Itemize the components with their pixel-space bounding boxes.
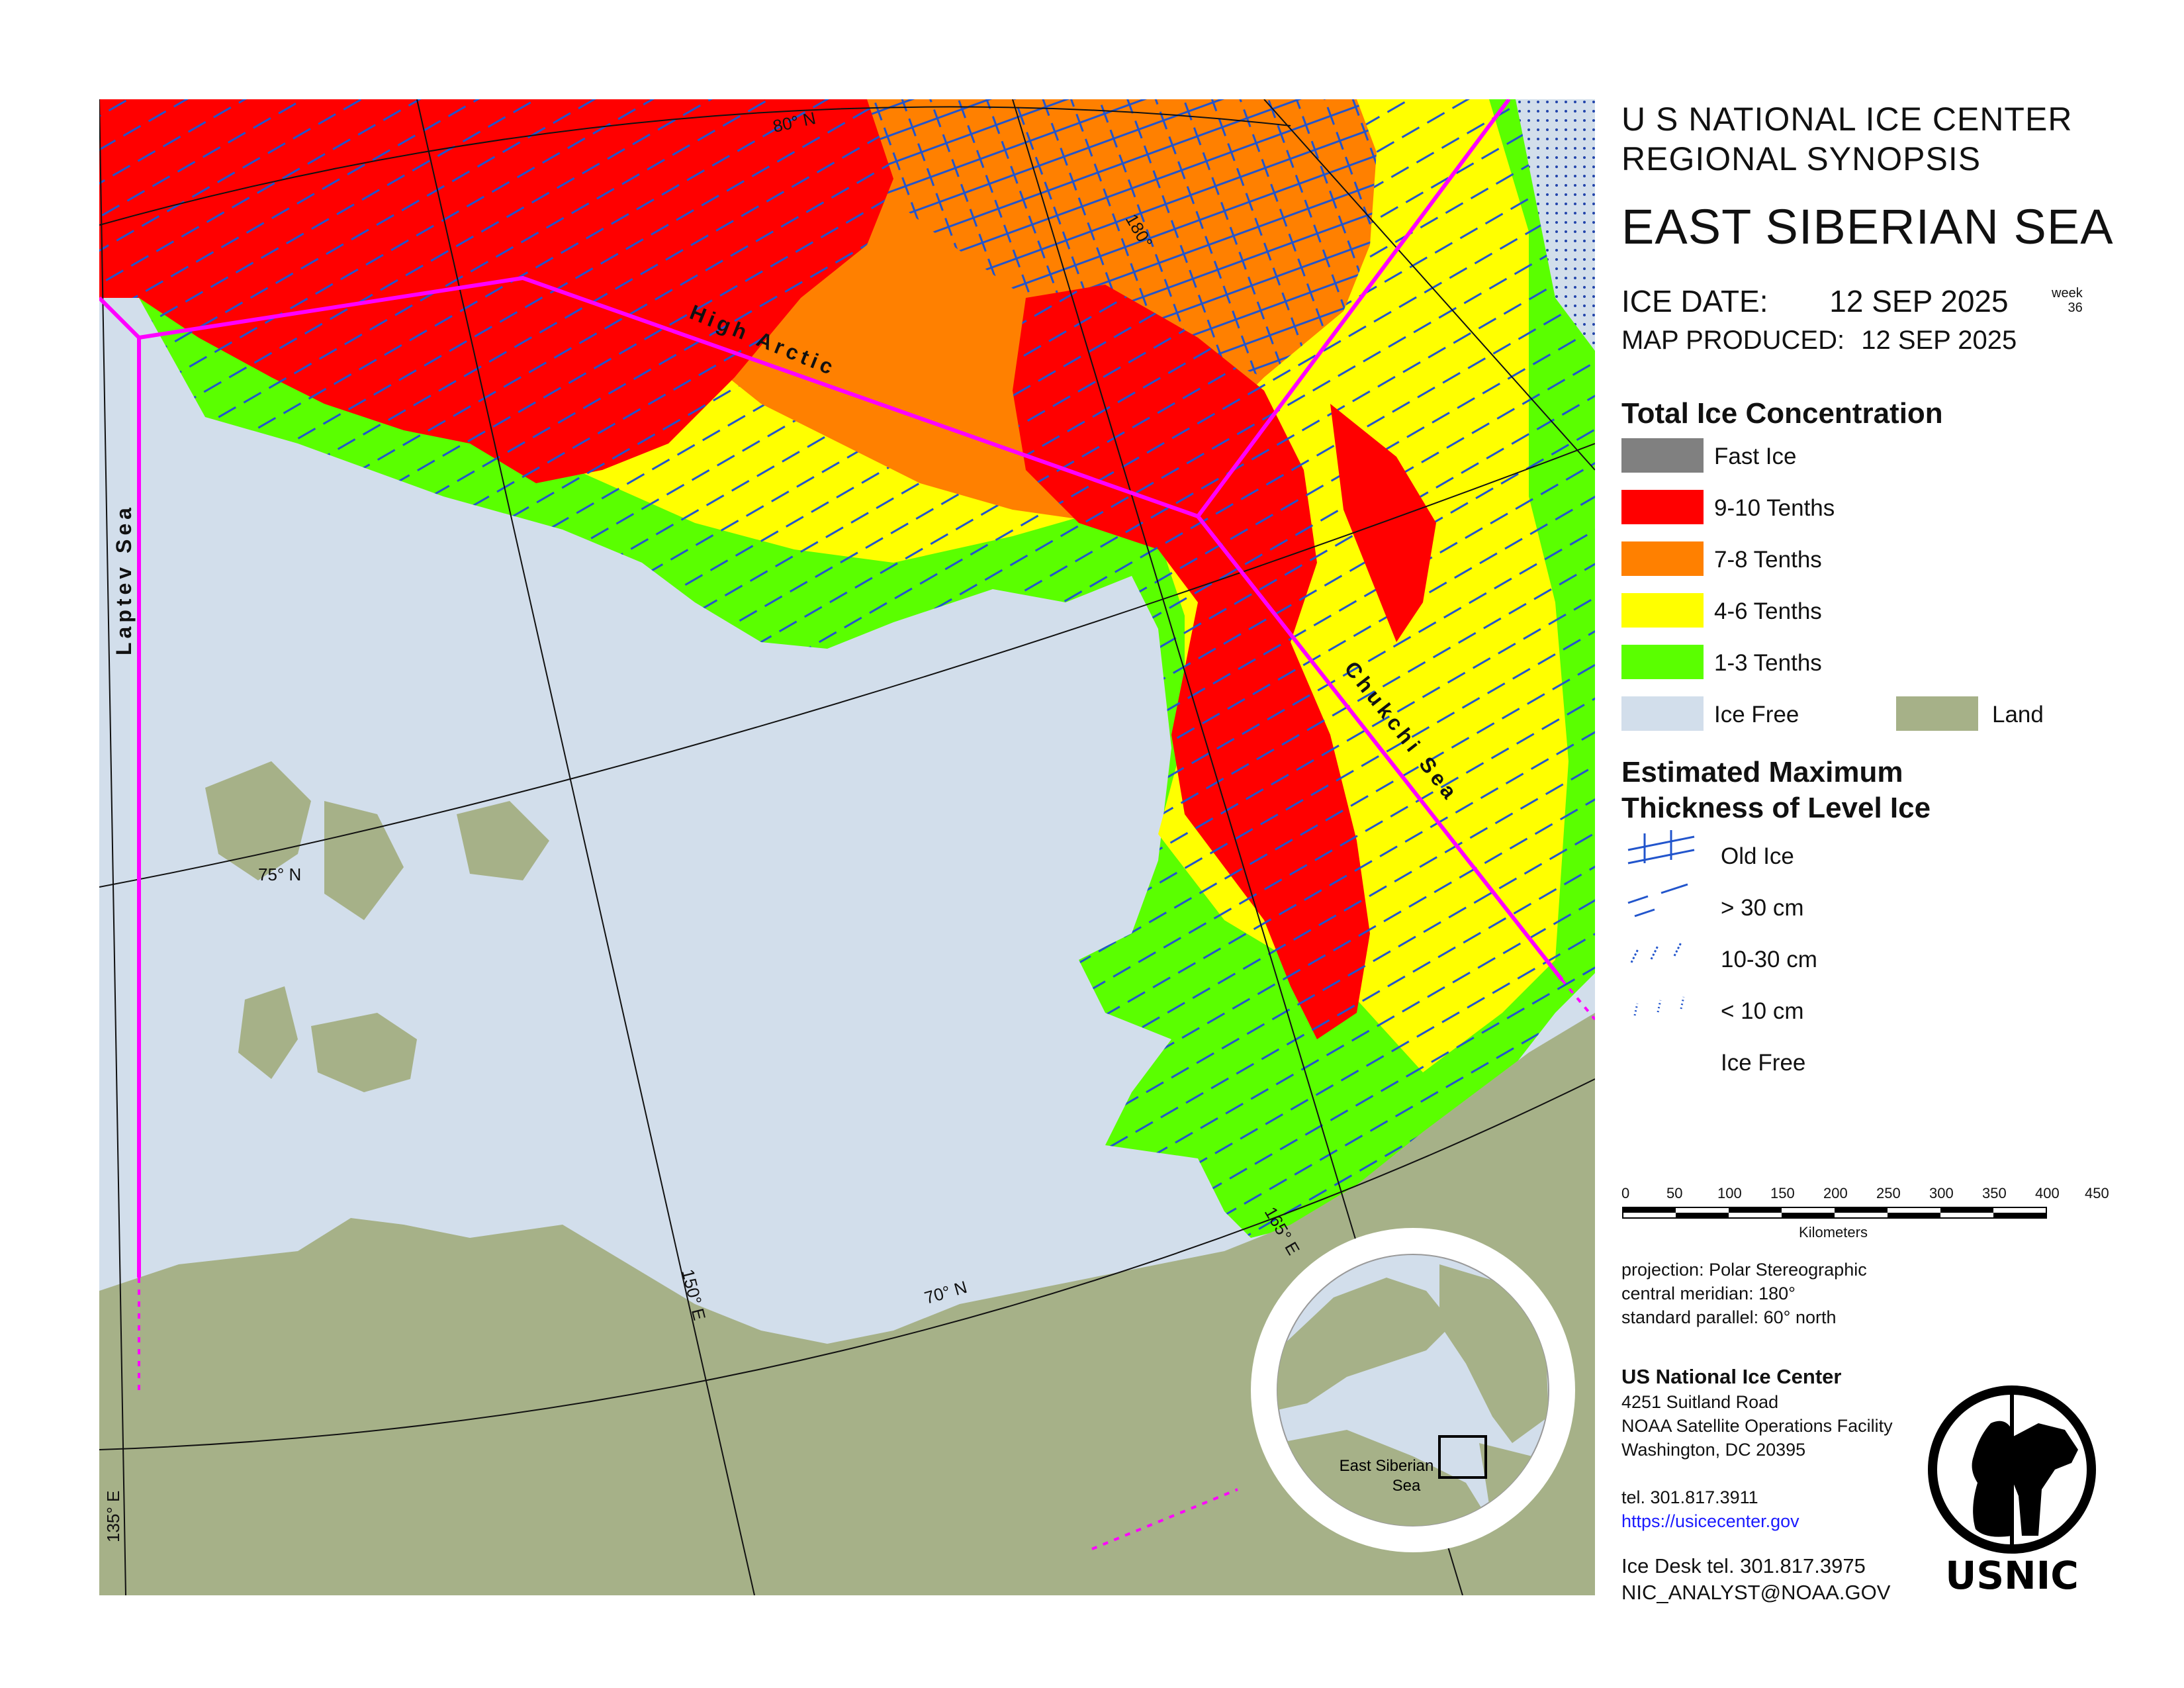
swatch-4-6 — [1621, 593, 1704, 628]
legend-ice-free: Ice Free — [1714, 702, 1799, 727]
label-75n: 75° N — [258, 865, 301, 884]
scale-bar: 0 50 100 150 200 250 300 350 400 450 Kil… — [1621, 1185, 2109, 1241]
legend-sidebar: U S NATIONAL ICE CENTER REGIONAL SYNOPSI… — [1615, 99, 2177, 1604]
region-boundaries — [99, 99, 1564, 1278]
week-indicator: week 36 — [2052, 286, 2083, 315]
swatch-fast-ice — [1621, 438, 1704, 473]
projection-line2: central meridian: 180° — [1621, 1284, 1796, 1303]
thickness-symbols — [1627, 830, 1695, 1016]
inset-label-line2: Sea — [1392, 1477, 1421, 1495]
scale-bar-graphic — [1622, 1207, 2047, 1219]
projection-info: projection: Polar Stereographic central … — [1621, 1258, 1867, 1329]
ice-desk-tel: Ice Desk tel. 301.817.3975 — [1621, 1554, 1866, 1577]
legend-7-8: 7-8 Tenths — [1714, 547, 1822, 573]
concentration-legend-title: Total Ice Concentration — [1621, 397, 1943, 430]
label-135e: 135° E — [103, 1491, 123, 1542]
ice-date-label: ICE DATE: — [1621, 284, 1768, 318]
legend-4-6: 4-6 Tenths — [1714, 598, 1822, 624]
scale-tick: 100 — [1717, 1185, 1742, 1201]
scale-tick: 450 — [2085, 1185, 2109, 1201]
inset-label-line1: East Siberian — [1340, 1457, 1434, 1475]
thickness-legend-title: Estimated Maximum Thickness of Level Ice — [1621, 755, 1931, 826]
projection-line3: standard parallel: 60° north — [1621, 1307, 1837, 1327]
legend-9-10: 9-10 Tenths — [1714, 495, 1835, 521]
swatch-land — [1896, 696, 1978, 731]
legend-old-ice: Old Ice — [1721, 843, 1794, 869]
legend-fast-ice: Fast Ice — [1714, 444, 1797, 469]
produced-row: MAP PRODUCED: 12 SEP 2025 — [1621, 326, 2017, 355]
land-wrangel-area — [238, 986, 417, 1092]
legend-10-30cm: 10-30 cm — [1721, 947, 1817, 972]
scale-tick: 200 — [1823, 1185, 1848, 1201]
contact-tel: tel. 301.817.3911 — [1621, 1487, 1758, 1507]
thickness-title-line1: Estimated Maximum — [1621, 756, 1903, 788]
thickness-title-line2: Thickness of Level Ice — [1621, 792, 1931, 824]
inset-region-box — [1438, 1435, 1487, 1479]
week-number: 36 — [2068, 301, 2083, 315]
swatch-1-3 — [1621, 645, 1704, 679]
scale-tick: 150 — [1770, 1185, 1795, 1201]
contact-url-link[interactable]: https://usicecenter.gov — [1621, 1511, 1799, 1531]
land-siberia — [99, 1013, 1595, 1595]
label-laptev-sea: Laptev Sea — [112, 504, 136, 655]
usnic-logo: USNIC — [1913, 1383, 2111, 1598]
usnic-logo-text: USNIC — [1945, 1553, 2079, 1595]
swatch-ice-free — [1621, 696, 1704, 731]
projection-line1: projection: Polar Stereographic — [1621, 1260, 1867, 1280]
region-title: EAST SIBERIAN SEA — [1621, 199, 2114, 254]
produced-label: MAP PRODUCED: — [1621, 326, 1845, 355]
contact-address2: NOAA Satellite Operations Facility — [1621, 1416, 1893, 1436]
ice-chart-map: High Arctic Chukchi Sea Laptev Sea 80° N… — [99, 99, 1595, 1595]
agency-header: U S NATIONAL ICE CENTER REGIONAL SYNOPSI… — [1621, 99, 2072, 179]
scale-tick: 0 — [1621, 1185, 1630, 1201]
scale-unit: Kilometers — [1799, 1224, 1868, 1241]
week-label: week — [2052, 286, 2083, 301]
header-line2: REGIONAL SYNOPSIS — [1621, 140, 1981, 177]
land-new-siberian-islands — [205, 761, 549, 920]
legend-thickness-ice-free: Ice Free — [1721, 1050, 1806, 1076]
contact-address1: 4251 Suitland Road — [1621, 1392, 1779, 1412]
inset-globe: East Siberian Sea — [1251, 1228, 1575, 1552]
scale-tick: 300 — [1929, 1185, 1954, 1201]
ice-date-value: 12 SEP 2025 — [1829, 284, 2009, 318]
legend-land: Land — [1992, 702, 2044, 727]
ice-desk-email: NIC_ANALYST@NOAA.GOV — [1621, 1581, 1891, 1604]
swatch-9-10 — [1621, 490, 1704, 524]
scale-tick: 400 — [2035, 1185, 2060, 1201]
legend-lt-10cm: < 10 cm — [1721, 998, 1804, 1024]
contact-info: US National Ice Center 4251 Suitland Roa… — [1621, 1364, 1893, 1606]
scale-ticks: 0 50 100 150 200 250 300 350 400 450 — [1621, 1185, 2109, 1206]
ice-date-row: ICE DATE: 12 SEP 2025 — [1621, 283, 2009, 319]
produced-date: 12 SEP 2025 — [1861, 326, 2017, 355]
scale-tick: 50 — [1666, 1185, 1683, 1201]
scale-tick: 250 — [1876, 1185, 1901, 1201]
swatch-7-8 — [1621, 541, 1704, 576]
header-line1: U S NATIONAL ICE CENTER — [1621, 101, 2073, 138]
contact-org: US National Ice Center — [1621, 1365, 1842, 1388]
scale-tick: 350 — [1982, 1185, 2007, 1201]
legend-gt-30cm: > 30 cm — [1721, 895, 1804, 921]
legend-1-3: 1-3 Tenths — [1714, 650, 1822, 676]
contact-address3: Washington, DC 20395 — [1621, 1440, 1806, 1460]
